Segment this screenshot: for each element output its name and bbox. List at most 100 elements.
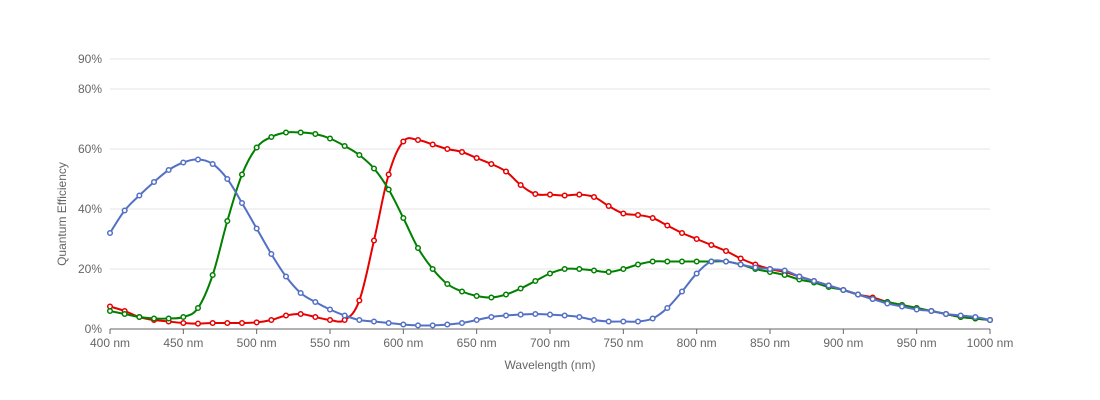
data-point[interactable] (869, 295, 876, 303)
data-point[interactable] (502, 312, 510, 319)
data-point[interactable] (928, 307, 935, 315)
data-point[interactable] (121, 310, 128, 318)
data-point[interactable] (620, 210, 627, 217)
data-point[interactable] (370, 165, 378, 172)
data-point[interactable] (766, 265, 774, 273)
data-point[interactable] (297, 310, 304, 318)
data-point[interactable] (561, 265, 568, 273)
data-point[interactable] (194, 304, 202, 312)
data-point[interactable] (209, 160, 216, 168)
data-point[interactable] (297, 289, 304, 297)
data-point[interactable] (590, 267, 598, 274)
data-point[interactable] (414, 244, 422, 252)
data-point[interactable] (268, 316, 275, 324)
data-point[interactable] (282, 312, 290, 319)
data-point[interactable] (678, 229, 686, 237)
data-point[interactable] (649, 258, 656, 265)
data-point[interactable] (957, 312, 964, 319)
data-point[interactable] (385, 171, 392, 178)
data-point[interactable] (473, 316, 480, 324)
data-point[interactable] (106, 307, 114, 315)
data-point[interactable] (546, 311, 554, 318)
data-point[interactable] (825, 282, 832, 289)
data-point[interactable] (590, 193, 598, 201)
data-point[interactable] (517, 181, 524, 189)
data-point[interactable] (268, 250, 275, 258)
data-point[interactable] (282, 129, 290, 136)
data-point[interactable] (297, 129, 304, 136)
data-point[interactable] (488, 160, 495, 168)
data-point[interactable] (356, 297, 363, 304)
data-point[interactable] (517, 311, 524, 318)
data-point[interactable] (370, 237, 378, 244)
data-point[interactable] (913, 306, 920, 313)
data-point[interactable] (576, 265, 583, 273)
data-point[interactable] (664, 304, 671, 312)
data-point[interactable] (737, 261, 744, 268)
data-point[interactable] (429, 141, 436, 148)
data-point[interactable] (385, 319, 392, 327)
data-point[interactable] (605, 318, 612, 325)
data-point[interactable] (106, 229, 114, 237)
data-point[interactable] (180, 313, 187, 321)
data-point[interactable] (502, 291, 510, 298)
data-point[interactable] (224, 175, 231, 183)
data-point[interactable] (121, 207, 128, 214)
data-point[interactable] (693, 235, 700, 243)
data-point[interactable] (708, 241, 715, 249)
data-point[interactable] (678, 288, 686, 295)
data-point[interactable] (458, 319, 466, 327)
data-point[interactable] (693, 258, 700, 265)
data-point[interactable] (590, 316, 598, 324)
data-point[interactable] (840, 286, 847, 294)
data-point[interactable] (502, 168, 510, 175)
data-point[interactable] (414, 136, 422, 144)
data-point[interactable] (546, 270, 554, 277)
data-point[interactable] (326, 135, 334, 142)
data-point[interactable] (605, 202, 612, 210)
data-point[interactable] (136, 313, 143, 321)
data-point[interactable] (194, 156, 202, 163)
data-point[interactable] (942, 310, 950, 318)
data-point[interactable] (326, 306, 334, 313)
data-point[interactable] (400, 138, 407, 145)
data-point[interactable] (752, 264, 759, 271)
data-point[interactable] (429, 265, 436, 273)
data-point[interactable] (400, 321, 407, 328)
data-point[interactable] (429, 322, 436, 329)
data-point[interactable] (634, 261, 642, 268)
data-point[interactable] (224, 319, 231, 327)
data-point[interactable] (898, 303, 906, 310)
data-point[interactable] (282, 273, 290, 280)
data-point[interactable] (312, 130, 319, 138)
data-point[interactable] (458, 148, 466, 156)
data-point[interactable] (312, 298, 319, 306)
data-point[interactable] (253, 144, 260, 151)
data-point[interactable] (341, 142, 348, 150)
data-point[interactable] (708, 258, 715, 265)
data-point[interactable] (473, 154, 480, 162)
data-point[interactable] (370, 318, 378, 325)
data-point[interactable] (532, 277, 539, 285)
data-point[interactable] (253, 225, 260, 232)
data-point[interactable] (444, 145, 451, 153)
data-point[interactable] (854, 291, 862, 298)
data-point[interactable] (209, 271, 216, 279)
data-point[interactable] (576, 191, 583, 198)
data-point[interactable] (238, 171, 246, 178)
data-point[interactable] (458, 288, 466, 295)
data-point[interactable] (385, 186, 392, 193)
data-point[interactable] (972, 313, 979, 321)
data-point[interactable] (165, 315, 172, 322)
data-point[interactable] (693, 270, 700, 277)
data-point[interactable] (209, 319, 216, 327)
data-point[interactable] (356, 151, 363, 159)
data-point[interactable] (796, 273, 803, 280)
data-point[interactable] (620, 318, 627, 325)
data-point[interactable] (986, 316, 994, 324)
data-point[interactable] (722, 247, 730, 255)
data-point[interactable] (488, 313, 495, 321)
data-point[interactable] (444, 280, 451, 288)
data-point[interactable] (194, 320, 202, 327)
data-point[interactable] (326, 316, 334, 324)
